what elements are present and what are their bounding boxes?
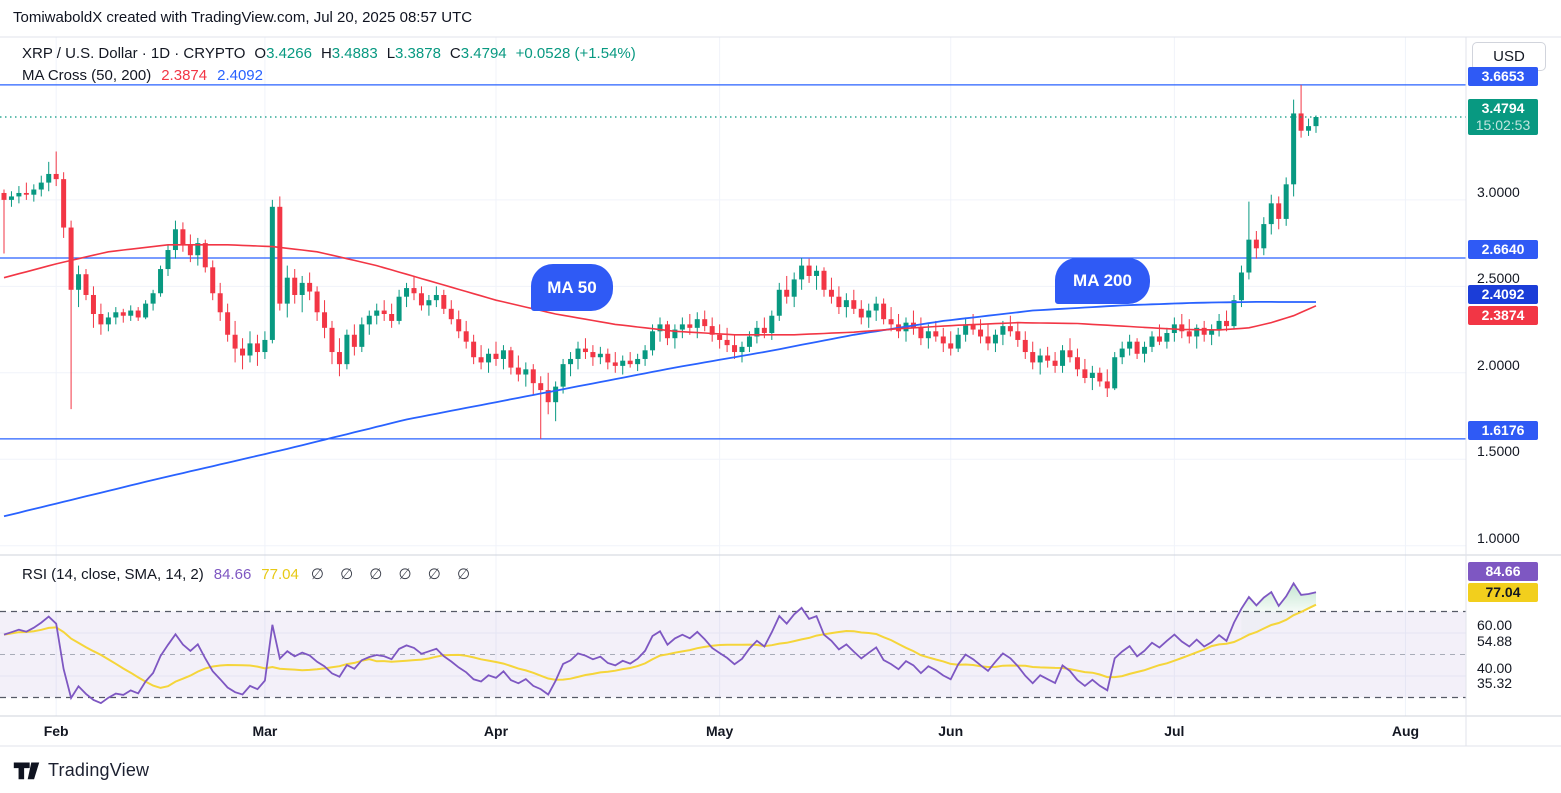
- rsi-title[interactable]: RSI (14, close, SMA, 14, 2): [22, 566, 204, 583]
- ohlc-letter-l: L: [386, 45, 396, 62]
- rsi-legend: RSI (14, close, SMA, 14, 2) 84.66 77.04 ∅ ∅…: [22, 565, 476, 583]
- time-axis-label-may: May: [706, 723, 734, 739]
- ohlc-letter-h: H: [320, 45, 332, 62]
- ma-cross-title[interactable]: MA Cross (50, 200): [22, 67, 152, 84]
- rsi-value: 84.66: [213, 566, 252, 583]
- rsi-tick-60.00: 60.00: [1477, 617, 1513, 633]
- attribution-text: TomiwaboldX created with TradingView.com…: [13, 9, 473, 26]
- ma200-value: 2.4092: [217, 67, 263, 84]
- axis-label-77.04: 77.04: [1468, 582, 1538, 602]
- time-axis-label-mar: Mar: [252, 723, 278, 739]
- axis-label-84.66: 84.66: [1468, 562, 1538, 582]
- symbol-title[interactable]: XRP / U.S. Dollar · 1D · CRYPTO: [22, 45, 246, 62]
- price-tick-1.5000: 1.5000: [1477, 443, 1520, 460]
- price-tick-3.0000: 3.0000: [1477, 183, 1520, 200]
- time-axis-label-feb: Feb: [43, 723, 69, 739]
- ohlc-value-c: 3.4794: [460, 45, 507, 62]
- rsi-ma-value: 77.04: [261, 566, 299, 583]
- rsi-empty-params: ∅ ∅ ∅ ∅ ∅ ∅: [310, 566, 477, 583]
- ma50-callout: MA 50: [531, 264, 613, 311]
- time-axis-label-jul: Jul: [1164, 723, 1185, 739]
- price-tick-1.0000: 1.0000: [1477, 529, 1520, 546]
- time-axis[interactable]: Feb Mar Apr May Jun Jul Aug: [0, 716, 1466, 746]
- time-axis-label-apr: Apr: [483, 723, 509, 739]
- countdown-timer: 15:02:53: [1475, 117, 1531, 133]
- change-value: +0.0528 (+1.54%): [515, 45, 636, 62]
- ohlc-value-o: 3.4266: [266, 45, 312, 62]
- axis-label-1.6176: 1.6176: [1468, 421, 1538, 441]
- ohlc-values: O3.4266 H3.4883 L3.3878 C3.4794: [245, 45, 506, 62]
- rsi-tick-40.00: 40.00: [1477, 660, 1513, 676]
- axis-label-3.6653: 3.6653: [1468, 67, 1538, 87]
- ohlc-value-h: 3.4883: [331, 45, 378, 62]
- ma-cross-legend: MA Cross (50, 200) 2.3874 2.4092: [22, 67, 263, 84]
- footer: TradingView: [13, 760, 149, 781]
- price-tick-2.0000: 2.0000: [1477, 356, 1520, 373]
- axis-label-3.4794: 3.4794 15:02:53: [1468, 99, 1538, 135]
- rsi-tick-54.88: 54.88: [1477, 633, 1513, 649]
- price-tick-2.5000: 2.5000: [1477, 270, 1520, 287]
- time-axis-label-jun: Jun: [938, 723, 964, 739]
- ma50-callout-label: MA 50: [547, 277, 597, 297]
- ohlc-value-l: 3.3878: [395, 45, 441, 62]
- ma200-callout-label: MA 200: [1073, 271, 1132, 290]
- ma50-value: 2.3874: [161, 67, 208, 84]
- ohlc-letter-o: O: [254, 45, 267, 62]
- symbol-legend: XRP / U.S. Dollar · 1D · CRYPTO O3.4266 H3…: [22, 45, 636, 62]
- time-axis-label-aug: Aug: [1391, 723, 1420, 739]
- tradingview-brand-text: TradingView: [48, 760, 150, 780]
- ma200-callout: MA 200: [1055, 258, 1150, 304]
- rsi-tick-35.32: 35.32: [1477, 675, 1513, 692]
- price-scale[interactable]: USD 3.0000 2.5000 2.0000 1.5000 1.0000 60.00 5…: [1466, 37, 1561, 746]
- axis-label-2.6640: 2.6640: [1468, 240, 1538, 260]
- axis-label-2.4092: 2.4092: [1468, 284, 1538, 304]
- tradingview-logo-icon: [13, 762, 40, 780]
- axis-label-2.3874: 2.3874: [1468, 306, 1538, 326]
- ohlc-letter-c: C: [449, 45, 461, 62]
